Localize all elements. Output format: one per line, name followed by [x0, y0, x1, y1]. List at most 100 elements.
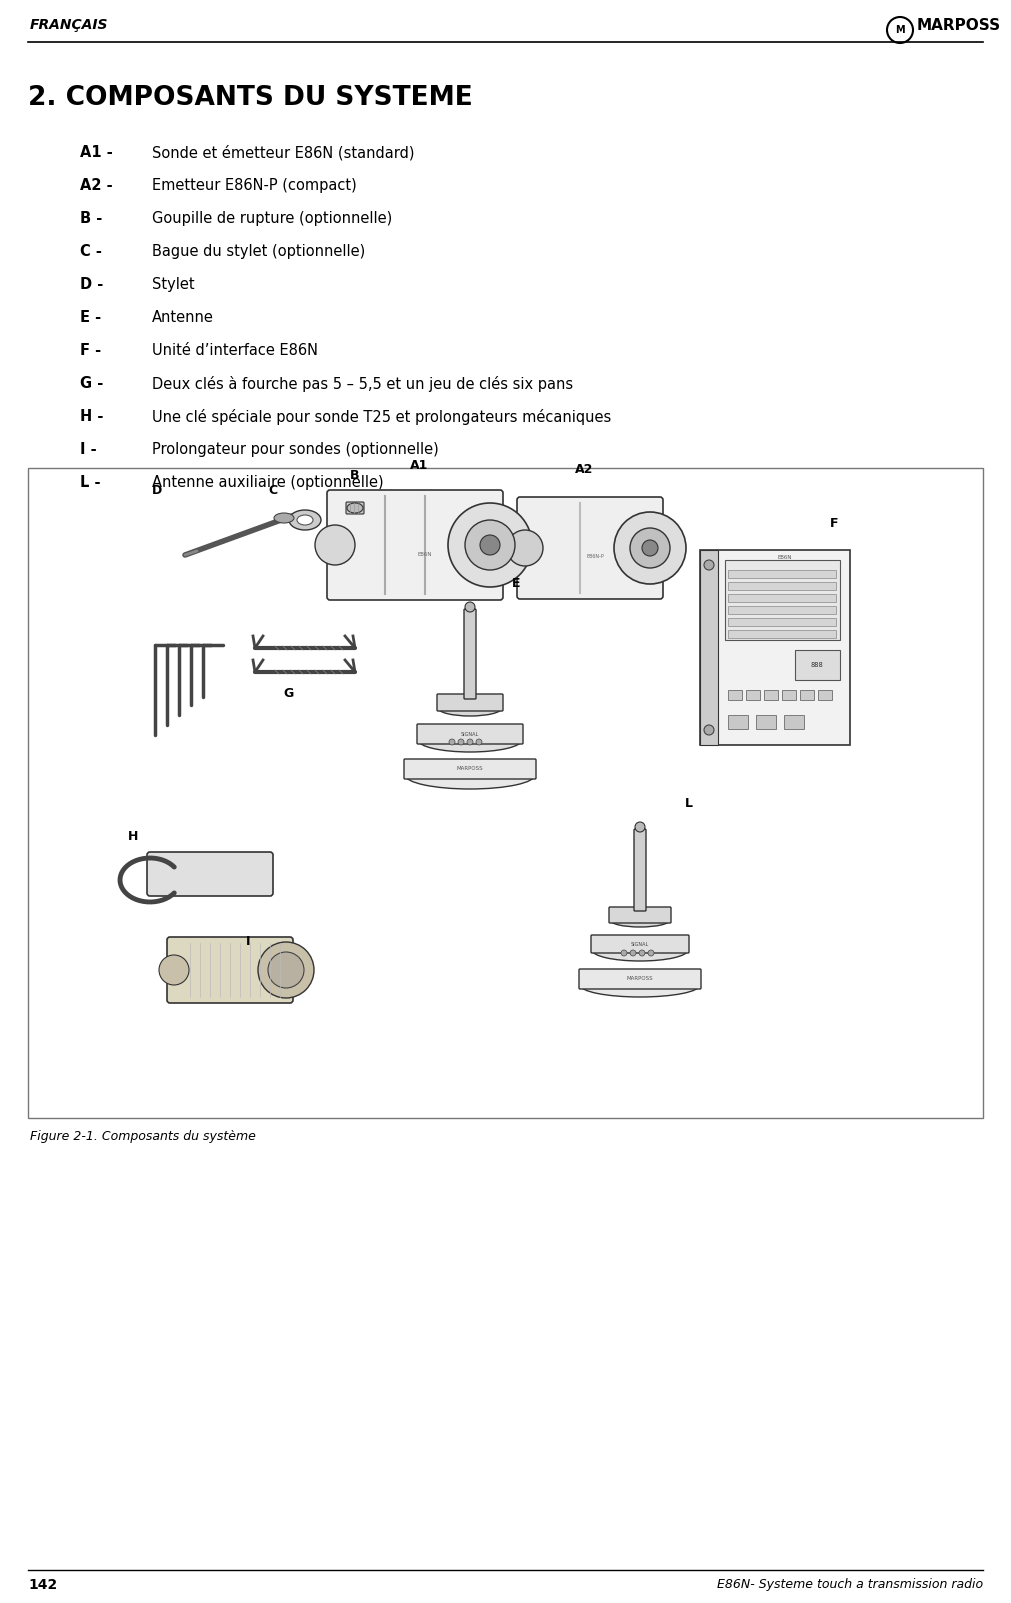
- FancyBboxPatch shape: [346, 502, 364, 515]
- Text: A1 -: A1 -: [80, 144, 113, 160]
- Ellipse shape: [289, 510, 321, 531]
- Bar: [756, 715, 776, 729]
- Bar: [700, 550, 850, 745]
- Bar: [728, 689, 742, 701]
- Text: SIGNAL: SIGNAL: [461, 731, 479, 736]
- Bar: [764, 689, 778, 701]
- Ellipse shape: [476, 739, 482, 745]
- Ellipse shape: [274, 513, 294, 523]
- FancyBboxPatch shape: [437, 694, 503, 712]
- Text: H: H: [128, 830, 139, 843]
- Ellipse shape: [648, 951, 654, 955]
- Text: MARPOSS: MARPOSS: [917, 18, 1001, 34]
- Ellipse shape: [480, 535, 500, 555]
- Text: B: B: [350, 470, 360, 483]
- FancyBboxPatch shape: [579, 968, 701, 989]
- Text: A2: A2: [575, 463, 593, 476]
- Text: L -: L -: [80, 474, 100, 491]
- Text: A1: A1: [410, 458, 429, 471]
- Text: Deux clés à fourche pas 5 – 5,5 et un jeu de clés six pans: Deux clés à fourche pas 5 – 5,5 et un je…: [152, 377, 573, 393]
- Bar: [728, 606, 836, 614]
- Text: E86N-P: E86N-P: [586, 553, 604, 558]
- Text: I: I: [246, 935, 251, 947]
- Ellipse shape: [347, 503, 363, 513]
- Text: Prolongateur pour sondes (optionnelle): Prolongateur pour sondes (optionnelle): [152, 442, 439, 457]
- Bar: [728, 571, 836, 579]
- Bar: [728, 630, 836, 638]
- Ellipse shape: [449, 739, 455, 745]
- Bar: [728, 582, 836, 590]
- Text: L: L: [685, 797, 693, 810]
- Ellipse shape: [580, 973, 700, 997]
- Ellipse shape: [642, 540, 658, 556]
- Text: Unité d’interface E86N: Unité d’interface E86N: [152, 343, 318, 357]
- Ellipse shape: [448, 503, 532, 587]
- Text: 888: 888: [811, 662, 823, 668]
- FancyBboxPatch shape: [327, 491, 503, 600]
- FancyBboxPatch shape: [404, 758, 536, 779]
- Ellipse shape: [258, 943, 314, 999]
- Text: D: D: [152, 484, 162, 497]
- Text: Stylet: Stylet: [152, 277, 195, 292]
- Ellipse shape: [610, 914, 670, 927]
- Text: G: G: [283, 688, 293, 701]
- Text: E: E: [512, 577, 521, 590]
- Text: H -: H -: [80, 409, 103, 425]
- Ellipse shape: [268, 952, 304, 987]
- Bar: [746, 689, 760, 701]
- Ellipse shape: [418, 728, 522, 752]
- Bar: [782, 689, 796, 701]
- Ellipse shape: [507, 531, 543, 566]
- Text: Sonde et émetteur E86N (standard): Sonde et émetteur E86N (standard): [152, 144, 415, 160]
- Text: M: M: [895, 26, 905, 35]
- FancyBboxPatch shape: [634, 829, 646, 911]
- Ellipse shape: [704, 559, 714, 571]
- Bar: [800, 689, 814, 701]
- Text: C -: C -: [80, 244, 102, 260]
- Text: E86N- Systeme touch a transmission radio: E86N- Systeme touch a transmission radio: [717, 1577, 983, 1592]
- Bar: [728, 595, 836, 603]
- Bar: [795, 649, 840, 680]
- Ellipse shape: [614, 511, 686, 583]
- Text: Goupille de rupture (optionnelle): Goupille de rupture (optionnelle): [152, 212, 392, 226]
- Text: E86N: E86N: [777, 555, 793, 559]
- Ellipse shape: [635, 822, 645, 832]
- Ellipse shape: [465, 603, 475, 612]
- Text: F: F: [830, 518, 838, 531]
- Text: Figure 2-1. Composants du système: Figure 2-1. Composants du système: [30, 1130, 256, 1143]
- FancyBboxPatch shape: [517, 497, 663, 600]
- Ellipse shape: [621, 951, 627, 955]
- FancyBboxPatch shape: [417, 725, 523, 744]
- Ellipse shape: [592, 939, 688, 962]
- FancyBboxPatch shape: [609, 907, 671, 923]
- Ellipse shape: [704, 725, 714, 736]
- Ellipse shape: [458, 739, 464, 745]
- Text: Emetteur E86N-P (compact): Emetteur E86N-P (compact): [152, 178, 357, 192]
- Text: Une clé spéciale pour sonde T25 et prolongateurs mécaniques: Une clé spéciale pour sonde T25 et prolo…: [152, 409, 612, 425]
- Text: SIGNAL: SIGNAL: [631, 941, 649, 946]
- Ellipse shape: [467, 739, 473, 745]
- Text: C: C: [268, 484, 277, 497]
- Bar: [784, 715, 804, 729]
- Text: Antenne auxiliaire (optionnelle): Antenne auxiliaire (optionnelle): [152, 474, 383, 491]
- Ellipse shape: [438, 701, 502, 717]
- Text: B -: B -: [80, 212, 102, 226]
- Text: F -: F -: [80, 343, 101, 357]
- Bar: [725, 559, 840, 640]
- Ellipse shape: [465, 519, 515, 571]
- Text: MARPOSS: MARPOSS: [457, 766, 483, 771]
- Text: E -: E -: [80, 309, 101, 325]
- Ellipse shape: [630, 951, 636, 955]
- Text: FRANÇAIS: FRANÇAIS: [30, 18, 108, 32]
- Text: A2 -: A2 -: [80, 178, 112, 192]
- Text: D -: D -: [80, 277, 103, 292]
- FancyBboxPatch shape: [591, 935, 690, 954]
- Ellipse shape: [630, 527, 670, 567]
- Text: 2. COMPOSANTS DU SYSTEME: 2. COMPOSANTS DU SYSTEME: [28, 85, 473, 111]
- Ellipse shape: [297, 515, 313, 526]
- Ellipse shape: [405, 761, 535, 789]
- Text: E86N: E86N: [418, 553, 433, 558]
- FancyBboxPatch shape: [147, 853, 273, 896]
- FancyBboxPatch shape: [464, 609, 476, 699]
- Bar: [728, 715, 748, 729]
